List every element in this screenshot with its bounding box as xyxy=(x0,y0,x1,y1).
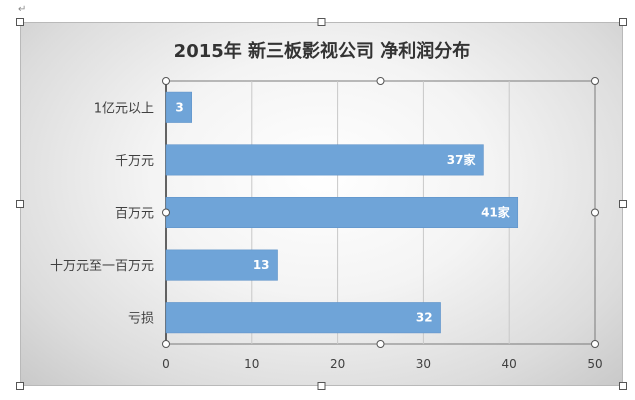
plot-area-handle-5[interactable] xyxy=(591,208,599,217)
frame-handle-4[interactable] xyxy=(16,200,24,208)
data-label-1: 3 xyxy=(175,100,183,114)
plot-area-handle-3[interactable] xyxy=(591,77,599,85)
x-tick-label-20: 20 xyxy=(330,357,345,371)
frame-handle-7[interactable] xyxy=(317,382,326,390)
bar-1[interactable] xyxy=(165,91,192,123)
bar-4[interactable] xyxy=(165,249,278,281)
category-label-3: 百万元 xyxy=(115,207,154,222)
frame-handle-5[interactable] xyxy=(619,200,627,208)
x-tick-label-50: 50 xyxy=(587,357,602,371)
data-label-2: 37家 xyxy=(447,152,477,167)
frame-handle-2[interactable] xyxy=(317,18,326,26)
frame-handle-3[interactable] xyxy=(619,18,627,26)
frame-handle-8[interactable] xyxy=(619,382,627,390)
data-labels: 3 37家 41家 13 32 xyxy=(175,100,510,324)
bar-3[interactable] xyxy=(165,196,519,229)
bar-series xyxy=(165,91,519,334)
plot-area-handle-4[interactable] xyxy=(162,208,170,217)
category-label-5: 亏损 xyxy=(128,312,154,327)
bar-5[interactable] xyxy=(165,302,441,334)
category-label-1: 1亿元以上 xyxy=(94,101,154,116)
data-label-4: 13 xyxy=(253,258,270,272)
category-label-4: 十万元至一百万元 xyxy=(50,259,154,274)
frame-handle-1[interactable] xyxy=(16,18,24,26)
frame-handle-6[interactable] xyxy=(16,382,24,390)
bar-2[interactable] xyxy=(165,144,484,176)
paragraph-mark-top: ↵ xyxy=(18,4,27,15)
data-label-3: 41家 xyxy=(481,205,511,220)
plot-area-handle-8[interactable] xyxy=(591,340,599,348)
x-tick-label-10: 10 xyxy=(244,357,259,371)
x-tick-label-30: 30 xyxy=(416,357,431,371)
x-tick-label-0: 0 xyxy=(162,357,170,371)
plot-area-handle-6[interactable] xyxy=(162,340,170,348)
selection-handles[interactable] xyxy=(16,18,627,390)
x-tick-label-40: 40 xyxy=(502,357,517,371)
plot-area-handle-7[interactable] xyxy=(376,340,385,348)
plot-area-handle-2[interactable] xyxy=(376,77,385,85)
data-label-5: 32 xyxy=(416,311,433,325)
plot-area-handle-1[interactable] xyxy=(162,77,170,85)
category-label-2: 千万元 xyxy=(115,154,154,169)
value-axis-labels: 0 10 20 30 40 50 xyxy=(162,357,602,371)
chart-title: 2015年 新三板影视公司 净利润分布 xyxy=(174,40,471,62)
